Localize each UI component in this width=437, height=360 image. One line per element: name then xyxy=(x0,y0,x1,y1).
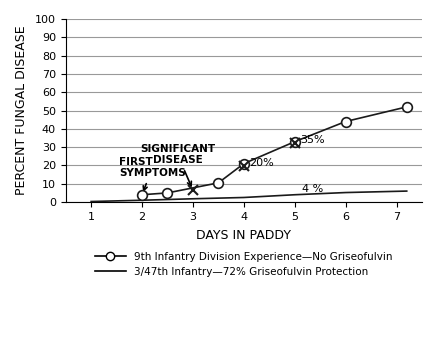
Text: 20%: 20% xyxy=(249,158,274,168)
X-axis label: DAYS IN PADDY: DAYS IN PADDY xyxy=(196,229,291,242)
Text: FIRST
SYMPTOMS: FIRST SYMPTOMS xyxy=(119,157,186,190)
Y-axis label: PERCENT FUNGAL DISEASE: PERCENT FUNGAL DISEASE xyxy=(15,26,28,195)
Legend: 9th Infantry Division Experience—No Griseofulvin, 3/47th Infantry—72% Griseofulv: 9th Infantry Division Experience—No Gris… xyxy=(90,248,397,281)
Text: 35%: 35% xyxy=(300,135,324,145)
Text: SIGNIFICANT
DISEASE: SIGNIFICANT DISEASE xyxy=(140,144,215,186)
Text: 4 %: 4 % xyxy=(302,184,324,194)
